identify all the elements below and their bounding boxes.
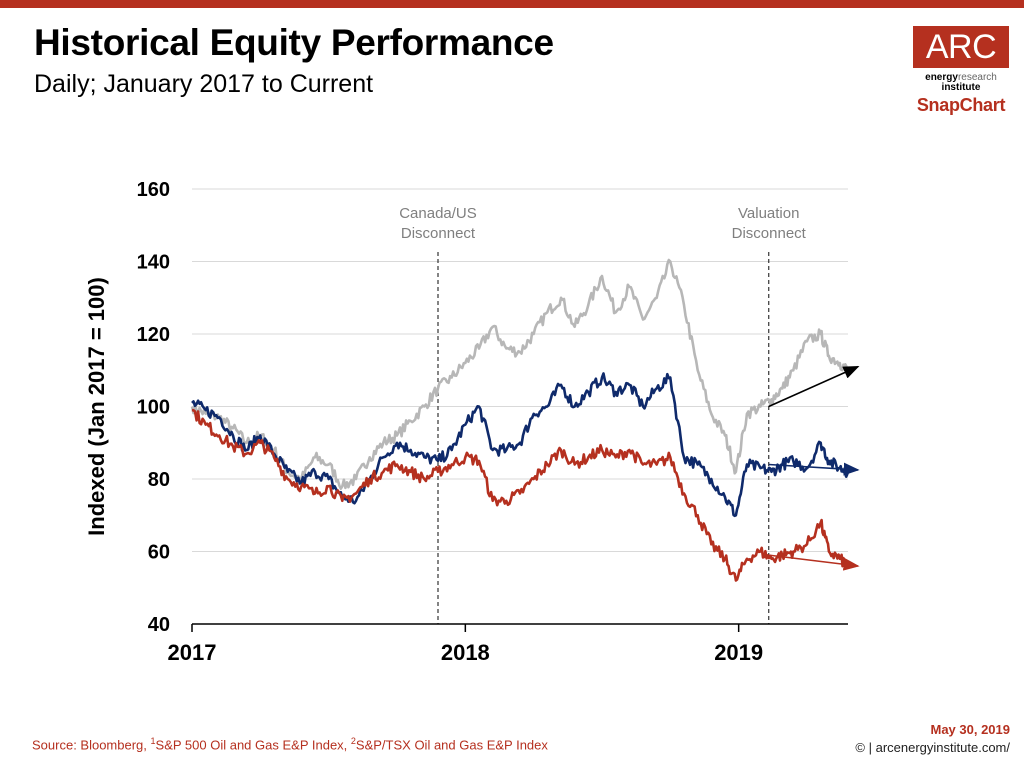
logo-line-2: institute: [941, 82, 981, 93]
y-tick-label: 160: [137, 179, 170, 201]
source-sup-1: 1: [150, 736, 156, 746]
source-note: Source: Bloomberg, 1S&P 500 Oil and Gas …: [32, 736, 548, 752]
y-tick-label: 60: [148, 542, 170, 564]
x-tick-label: 2019: [714, 640, 763, 665]
x-tick-label: 2017: [168, 640, 217, 665]
copyright: © | arcenergyinstitute.com/: [855, 740, 1010, 755]
source-prefix: Source: Bloomberg,: [32, 737, 151, 753]
annotation-label: Valuation: [738, 205, 799, 222]
annotation-label: Disconnect: [732, 225, 807, 242]
arc-logo: ARC energyresearch institute SnapChart: [913, 26, 1009, 116]
annotation-layer: Canada/US Disconnect Valuation Disconnect: [399, 205, 807, 624]
logo-research-text: research: [957, 72, 997, 83]
series-line-1: [190, 258, 849, 490]
logo-snapchart: SnapChart: [916, 95, 1006, 115]
y-tick-label: 120: [137, 324, 170, 346]
grid-layer: [192, 188, 848, 552]
source-sup-2: 2: [350, 736, 356, 746]
axis-layer: 40 60 80 100 120 140 160 2017 2018 2019 Indexed (J…: [84, 179, 848, 665]
y-tick-label: 140: [137, 252, 170, 274]
series-line-3: [191, 408, 849, 582]
logo-line-1: energyresearch: [913, 72, 1009, 83]
equity-line-chart: Canada/US Disconnect Valuation Disconnect 4…: [84, 179, 860, 665]
trend-arrow-3: [768, 554, 860, 571]
logo-energy-text: energy: [925, 72, 958, 83]
y-tick-label: 40: [148, 614, 170, 636]
y-axis-label: Indexed (Jan 2017 = 100): [84, 277, 109, 536]
logo-mark: ARC: [913, 26, 1009, 68]
page-title: Historical Equity Performance: [34, 22, 554, 63]
annotation-label: Canada/US: [399, 205, 477, 222]
y-tick-label: 80: [148, 469, 170, 491]
source-end: S&P/TSX Oil and Gas E&P Index: [355, 737, 548, 753]
trend-arrow-layer: [768, 365, 860, 571]
trend-arrow-2: [768, 462, 860, 476]
x-tick-label: 2018: [441, 640, 490, 665]
y-tick-label: 100: [137, 397, 170, 419]
trend-arrow-1: [768, 365, 860, 408]
annotation-label: Disconnect: [401, 225, 476, 242]
series-line-2: [191, 372, 850, 518]
source-mid: S&P 500 Oil and Gas E&P Index,: [155, 737, 351, 753]
page-subtitle: Daily; January 2017 to Current: [34, 70, 374, 98]
publish-date: May 30, 2019: [930, 722, 1010, 737]
top-accent-bar: [0, 0, 1024, 8]
series-layer: [190, 258, 850, 582]
